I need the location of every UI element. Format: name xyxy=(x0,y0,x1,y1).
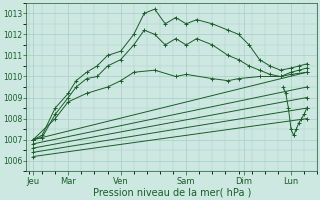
X-axis label: Pression niveau de la mer( hPa ): Pression niveau de la mer( hPa ) xyxy=(92,187,251,197)
